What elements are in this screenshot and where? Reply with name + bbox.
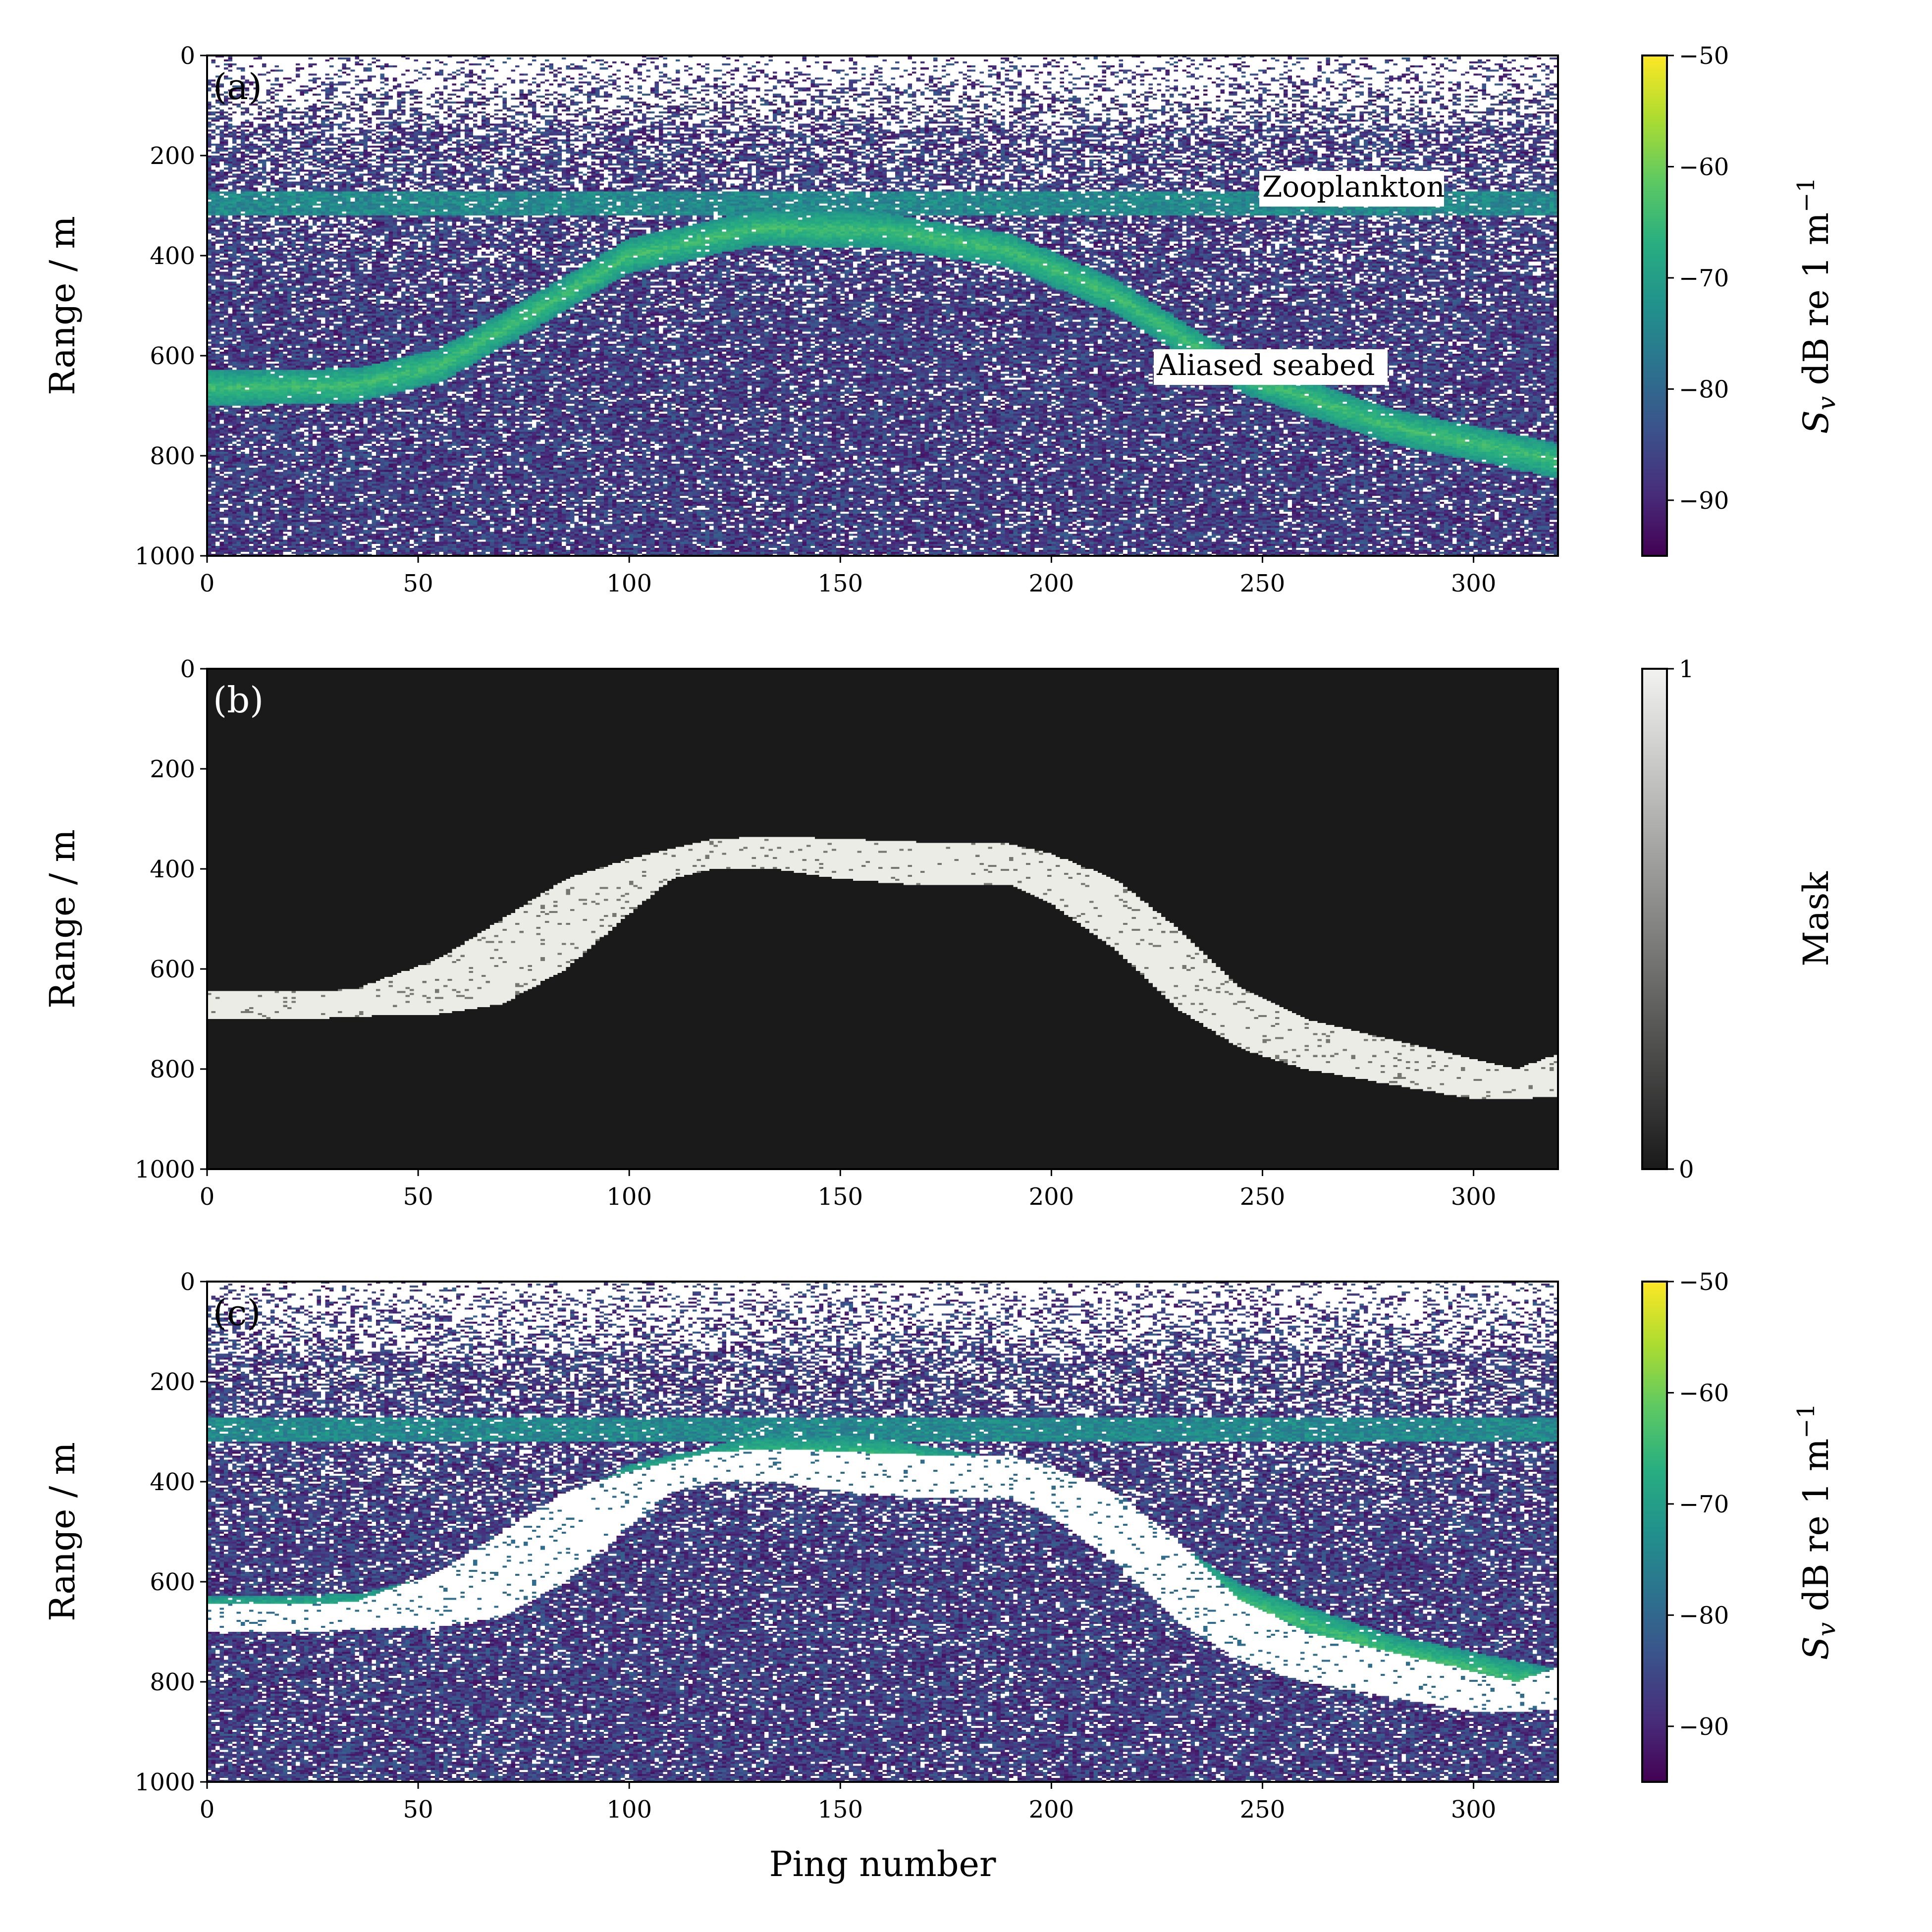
plot-frame — [206, 54, 1559, 557]
colorbar-label: Mask — [1796, 871, 1836, 966]
x-tick-label: 150 — [817, 570, 863, 597]
panel-label: (b) — [213, 679, 264, 721]
y-axis-label: Range / m — [42, 829, 83, 1009]
panel-a: 0 50 100 150 200 250 300 0 200 400 600 800 1000 Range… — [42, 42, 1841, 597]
colorbar-tick-label: 1 — [1679, 655, 1694, 683]
x-tick-label: 100 — [606, 1796, 652, 1824]
y-tick-label: 400 — [150, 856, 195, 883]
annotation-zooplankton: Zooplankton — [1262, 170, 1445, 204]
plot-frame — [206, 1281, 1559, 1783]
x-tick-label: 0 — [200, 1183, 215, 1211]
panel-c: 0 50 100 150 200 250 300 0 200 400 600 800 1000 Range… — [42, 1268, 1841, 1884]
colorbar-tick-label: −60 — [1679, 153, 1729, 181]
colorbar-label: Sv dB re 1 m−1 — [1792, 1403, 1841, 1660]
colorbar — [1641, 54, 1668, 557]
x-tick-label: 200 — [1029, 1183, 1074, 1211]
colorbar — [1641, 1281, 1668, 1783]
colorbar-tick-label: −50 — [1679, 1268, 1729, 1296]
panel-label: (a) — [213, 66, 262, 107]
y-tick-label: 800 — [150, 1668, 195, 1696]
y-axis-label: Range / m — [42, 216, 83, 395]
x-tick-label: 300 — [1451, 1183, 1497, 1211]
echogram-image — [207, 55, 1558, 556]
colorbar-tick-label: −80 — [1679, 1602, 1729, 1629]
colorbar-tick-label: −50 — [1679, 42, 1729, 70]
y-tick-label: 800 — [150, 442, 195, 470]
colorbar-tick-label: 0 — [1679, 1156, 1694, 1183]
y-tick-label: 1000 — [135, 1156, 195, 1183]
x-tick-label: 50 — [403, 1796, 433, 1824]
x-tick-label: 50 — [403, 1183, 433, 1211]
x-axis-label: Ping number — [769, 1844, 996, 1884]
panel-b: 0 50 100 150 200 250 300 0 200 400 600 800 1000 Range… — [42, 655, 1836, 1211]
x-tick-label: 150 — [817, 1183, 863, 1211]
y-tick-label: 400 — [150, 1468, 195, 1496]
colorbar-tick-label: −70 — [1679, 1491, 1729, 1518]
plot-frame — [206, 668, 1559, 1170]
annotation-box — [1154, 349, 1388, 385]
x-tick-label: 0 — [200, 570, 215, 597]
x-tick-label: 300 — [1451, 1796, 1497, 1824]
colorbar-tick-label: −90 — [1679, 487, 1729, 515]
colorbar-tick-label: −70 — [1679, 265, 1729, 292]
annotation-aliased-seabed: Aliased seabed — [1156, 348, 1375, 382]
echogram-image — [207, 1282, 1558, 1782]
x-tick-label: 200 — [1029, 570, 1074, 597]
y-tick-label: 0 — [180, 655, 195, 683]
colorbar-tick-label: −80 — [1679, 376, 1729, 403]
y-tick-label: 600 — [150, 956, 195, 983]
y-tick-label: 0 — [180, 42, 195, 70]
y-tick-label: 600 — [150, 1568, 195, 1596]
y-tick-label: 0 — [180, 1268, 195, 1296]
y-tick-label: 400 — [150, 242, 195, 270]
x-tick-label: 250 — [1240, 570, 1286, 597]
x-tick-label: 250 — [1240, 1183, 1286, 1211]
y-tick-label: 200 — [150, 142, 195, 170]
panel-label: (c) — [213, 1292, 261, 1334]
x-tick-label: 250 — [1240, 1796, 1286, 1824]
x-tick-label: 100 — [606, 1183, 652, 1211]
echogram-image — [207, 669, 1558, 1169]
x-tick-label: 100 — [606, 570, 652, 597]
x-tick-label: 200 — [1029, 1796, 1074, 1824]
x-tick-label: 300 — [1451, 570, 1497, 597]
colorbar-tick-label: −60 — [1679, 1379, 1729, 1407]
y-tick-label: 800 — [150, 1056, 195, 1083]
x-tick-label: 0 — [200, 1796, 215, 1824]
colorbar — [1641, 668, 1668, 1170]
y-tick-label: 200 — [150, 1368, 195, 1396]
x-tick-label: 50 — [403, 570, 433, 597]
annotation-box — [1259, 171, 1444, 207]
y-axis-label: Range / m — [42, 1442, 83, 1621]
x-tick-label: 150 — [817, 1796, 863, 1824]
y-tick-label: 1000 — [135, 542, 195, 570]
y-tick-label: 200 — [150, 755, 195, 783]
y-tick-label: 1000 — [135, 1769, 195, 1796]
colorbar-tick-label: −90 — [1679, 1713, 1729, 1741]
y-tick-label: 600 — [150, 342, 195, 370]
colorbar-label: Sv dB re 1 m−1 — [1792, 177, 1841, 434]
